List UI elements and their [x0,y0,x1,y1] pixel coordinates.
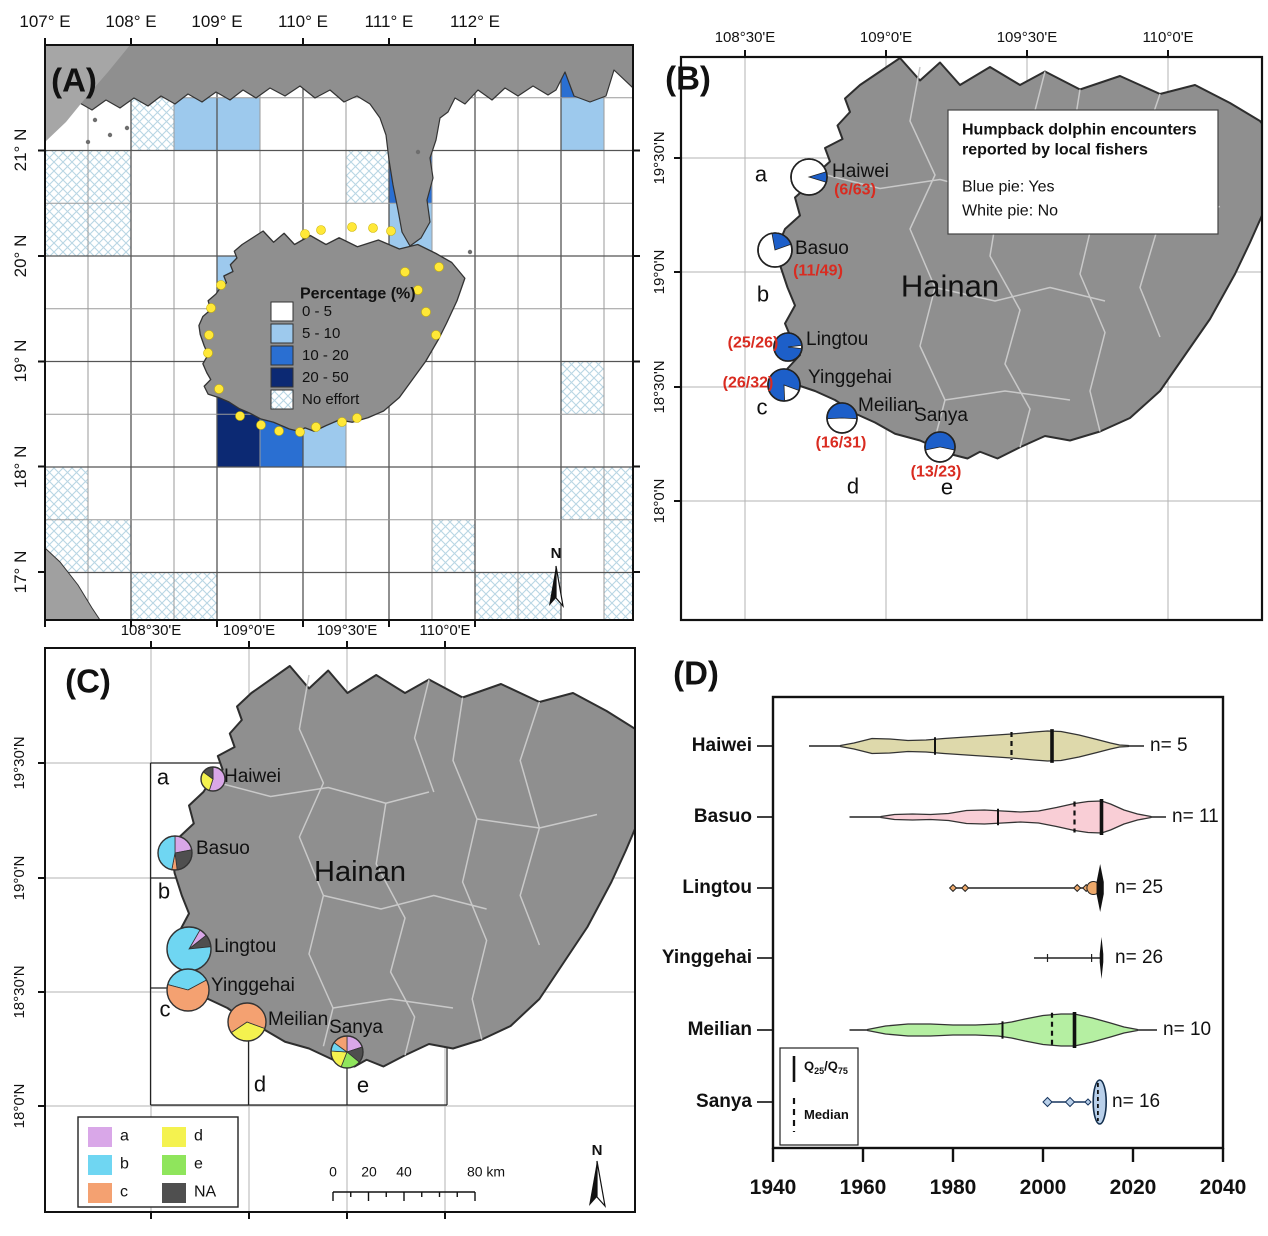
effort-grid-cell [131,572,174,620]
a-legend-swatch [270,323,294,344]
panel-d-violin-plot [757,695,1225,1162]
d-violin-lingtou [948,864,1104,912]
survey-site-dot [431,330,441,340]
survey-site-dot [347,222,357,232]
survey-site-dot [413,285,423,295]
c-legend-swatch [88,1183,112,1203]
d-violin-haiwei [809,729,1144,763]
effort-grid-cell [432,519,475,573]
panel-a-map [45,45,633,620]
survey-site-dot [206,303,216,313]
c-legend-swatch [162,1183,186,1203]
survey-site-dot [295,427,305,437]
effort-grid-cell [88,150,131,204]
survey-site-dot [400,267,410,277]
survey-site-dot [368,223,378,233]
c-legend-swatch [88,1127,112,1147]
effort-grid-cell [561,97,604,151]
b-pie-sanya [924,431,956,463]
d-violin-basuo [849,799,1166,835]
b-pie-lingtou [773,332,803,362]
effort-grid-cell [604,572,633,620]
b-legend-box [947,109,1219,235]
effort-grid-cell [174,572,217,620]
survey-site-dot [203,348,213,358]
survey-site-dot [434,262,444,272]
effort-grid-cell [561,467,604,520]
panel-b-border [679,55,1264,622]
effort-grid-cell [174,97,217,151]
c-legend-swatch [88,1155,112,1175]
c-pie-lingtou [166,926,212,972]
effort-grid-cell [604,519,633,573]
survey-site-dot [256,420,266,430]
c-pie-meilian [227,1002,267,1042]
panel-c-map [45,648,635,1212]
effort-grid-cell [346,150,389,204]
b-pie-basuo [757,232,793,268]
mainland-west-region [45,45,130,142]
a-legend-swatch [270,301,294,322]
survey-site-dot [204,330,214,340]
b-pie-haiwei [790,158,828,196]
survey-site-dot [421,307,431,317]
d-violin-sanya [1042,1079,1107,1125]
a-legend-swatch [270,389,294,410]
survey-site-dot [352,413,362,423]
survey-site-dot [300,229,310,239]
d-violin-meilian [849,1012,1157,1048]
survey-site-dot [216,280,226,290]
survey-site-dot [386,226,396,236]
survey-site-dot [316,225,326,235]
north-arrow [549,566,556,606]
survey-site-dot [337,417,347,427]
b-pie-yinggehai [767,368,801,402]
panel-b-map [681,57,1262,620]
survey-site-dot [274,426,284,436]
d-violin-yinggehai [1034,937,1104,979]
effort-grid-cell [88,203,131,256]
effort-grid-cell [217,97,260,151]
c-pie-sanya [330,1035,364,1069]
effort-grid-cell [217,414,260,467]
c-pie-basuo [157,835,193,871]
b-pie-meilian [826,402,858,434]
c-pie-haiwei [200,766,226,792]
c-pie-yinggehai [166,968,210,1012]
effort-grid-cell [88,519,131,573]
north-arrow [589,1161,597,1206]
survey-site-dot [214,384,224,394]
a-legend-swatch [270,345,294,366]
d-legend-box [779,1047,859,1146]
effort-grid-cell [45,150,88,204]
effort-grid-cell [604,467,633,520]
effort-grid-cell [45,203,88,256]
c-legend-swatch [162,1155,186,1175]
mainland-china [45,45,633,247]
a-legend-swatch [270,367,294,388]
effort-grid-cell [131,97,174,151]
survey-site-dot [235,411,245,421]
c-legend-swatch [162,1127,186,1147]
effort-grid-cell [561,361,604,415]
panel-c-border [44,647,636,1213]
panel-a-border [44,44,634,621]
vietnam-coast [45,547,101,620]
effort-grid-cell [475,572,518,620]
survey-site-dot [311,422,321,432]
effort-grid-cell [45,467,88,520]
